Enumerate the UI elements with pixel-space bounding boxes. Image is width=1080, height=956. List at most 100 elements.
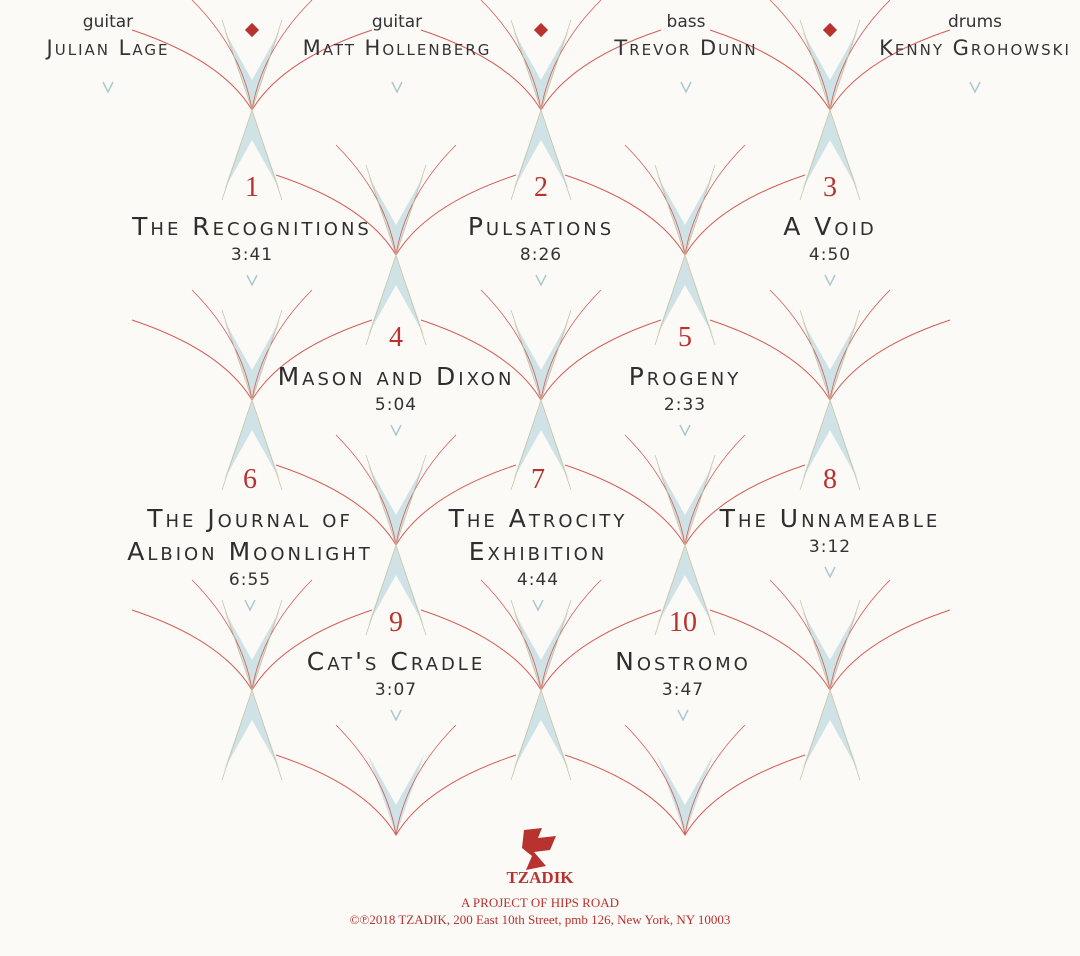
- track-title: The Unnameable: [719, 504, 941, 533]
- ornament-line: [799, 599, 861, 781]
- musician-name: Julian Lage: [46, 36, 170, 60]
- musician-role: bass: [666, 12, 706, 32]
- track: 2 Pulsations 8:26: [411, 172, 671, 265]
- musician-name: Trevor Dunn: [614, 36, 758, 60]
- ornament-wing: [368, 755, 424, 835]
- ornament-wing: [224, 110, 280, 190]
- track-time: 4:44: [516, 570, 560, 590]
- track: 8 The Unnameable 3:12: [700, 464, 960, 557]
- track-number: 2: [534, 172, 548, 203]
- ornament-line: [510, 19, 572, 201]
- logo-mark: [522, 828, 556, 870]
- track-title: The Recognitions: [132, 212, 372, 241]
- track-number: 7: [531, 464, 545, 495]
- tzadik-logo: [520, 826, 560, 877]
- ornament-line: [799, 19, 861, 201]
- ornament-wing: [802, 320, 858, 400]
- ornament-wing: [513, 320, 569, 400]
- ornament-wing: [802, 400, 858, 480]
- track: 4 Mason and Dixon 5:04: [266, 322, 526, 415]
- ornament-wing: [513, 30, 569, 110]
- track-time: 6:55: [228, 570, 272, 590]
- chevron: [244, 599, 256, 612]
- ornament-wing: [657, 255, 713, 335]
- ornament-line: [221, 309, 283, 491]
- musician: drums Kenny Grohowski: [879, 12, 1071, 60]
- ornament-wing: [224, 690, 280, 770]
- track-time: 5:04: [374, 395, 418, 415]
- musician: bass Trevor Dunn: [614, 12, 757, 60]
- ornament-line: [365, 164, 427, 346]
- chevron: [824, 566, 836, 579]
- track-number: 4: [389, 322, 403, 353]
- ornament-wing: [368, 465, 424, 545]
- ornament-wing: [657, 755, 713, 835]
- track-title: The Journal of Albion Moonlight: [127, 504, 373, 566]
- ornament-wing: [513, 690, 569, 770]
- track-time: 3:41: [230, 245, 274, 265]
- ornament-wing: [224, 610, 280, 690]
- track-time: 4:50: [808, 245, 852, 265]
- chevron: [824, 274, 836, 287]
- ornament-wing: [224, 400, 280, 480]
- ornament-wing: [802, 30, 858, 110]
- ornament-line: [510, 309, 572, 491]
- diamond: [244, 22, 260, 38]
- track-time: 2:33: [663, 395, 707, 415]
- copyright-line: ©℗2018 TZADIK, 200 East 10th Street, pmb…: [349, 912, 731, 927]
- track-title: A Void: [783, 212, 877, 241]
- ornament-curve: [335, 724, 457, 836]
- chevron: [102, 81, 114, 94]
- ornament-wing: [513, 610, 569, 690]
- track: 6 The Journal of Albion Moonlight 6:55: [125, 464, 375, 590]
- chevron: [532, 599, 544, 612]
- track-number: 6: [243, 464, 257, 495]
- track: 9 Cat's Cradle 3:07: [266, 607, 526, 700]
- musician-role: drums: [948, 12, 1002, 32]
- ornament-wing: [657, 465, 713, 545]
- track-number: 3: [823, 172, 837, 203]
- ornament-wing: [802, 690, 858, 770]
- ornament-wing: [368, 545, 424, 625]
- ornament-line: [221, 19, 283, 201]
- chevron: [535, 274, 547, 287]
- track: 7 The Atrocity Exhibition 4:44: [413, 464, 663, 590]
- musician-name: Matt Hollenberg: [302, 36, 492, 60]
- musician-role: guitar: [82, 12, 134, 32]
- chevron: [390, 709, 402, 722]
- ornament-line: [221, 599, 283, 781]
- project-line: A PROJECT OF HIPS ROAD: [461, 895, 619, 910]
- track-title: Pulsations: [467, 212, 615, 241]
- track-title: Mason and Dixon: [277, 362, 515, 391]
- track-number: 1: [245, 172, 259, 203]
- ornament-wing: [513, 110, 569, 190]
- chevron: [391, 81, 403, 94]
- ornament-wing: [513, 400, 569, 480]
- ornament-curve: [624, 724, 746, 836]
- diamond: [533, 22, 549, 38]
- ornament-wing: [657, 175, 713, 255]
- diamond: [822, 22, 838, 38]
- chevron: [390, 424, 402, 437]
- track-title: Nostromo: [615, 647, 751, 676]
- musician-role: guitar: [371, 12, 423, 32]
- track-number: 10: [669, 607, 697, 638]
- chevron: [677, 709, 689, 722]
- musician-name: Kenny Grohowski: [879, 36, 1071, 60]
- ornament-wing: [224, 30, 280, 110]
- ornament-line: [799, 309, 861, 491]
- ornament-wing: [657, 545, 713, 625]
- ornament-wing: [802, 110, 858, 190]
- track: 5 Progeny 2:33: [555, 322, 815, 415]
- ornament-line: [510, 599, 572, 781]
- track-title: Progeny: [628, 362, 742, 391]
- track: 3 A Void 4:50: [700, 172, 960, 265]
- track: 1 The Recognitions 3:41: [122, 172, 382, 265]
- chevron: [680, 81, 692, 94]
- track-time: 3:12: [808, 537, 852, 557]
- ornament-wing: [368, 175, 424, 255]
- musician: guitar Matt Hollenberg: [303, 12, 492, 60]
- ornament-wing: [224, 320, 280, 400]
- track-number: 9: [389, 607, 403, 638]
